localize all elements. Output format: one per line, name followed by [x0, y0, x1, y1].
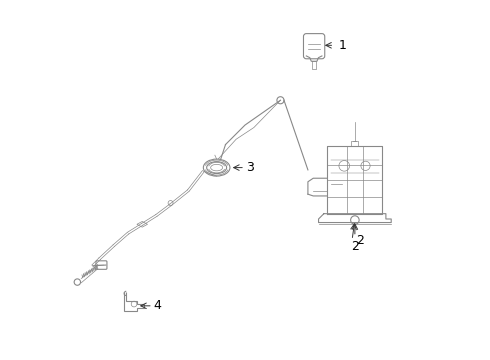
Text: 3: 3	[245, 161, 254, 174]
Text: 4: 4	[153, 299, 161, 312]
Ellipse shape	[203, 159, 230, 176]
Ellipse shape	[207, 162, 226, 174]
Text: 2: 2	[356, 234, 364, 247]
Text: 1: 1	[339, 39, 346, 52]
Ellipse shape	[211, 165, 222, 171]
Text: 2: 2	[351, 240, 359, 253]
